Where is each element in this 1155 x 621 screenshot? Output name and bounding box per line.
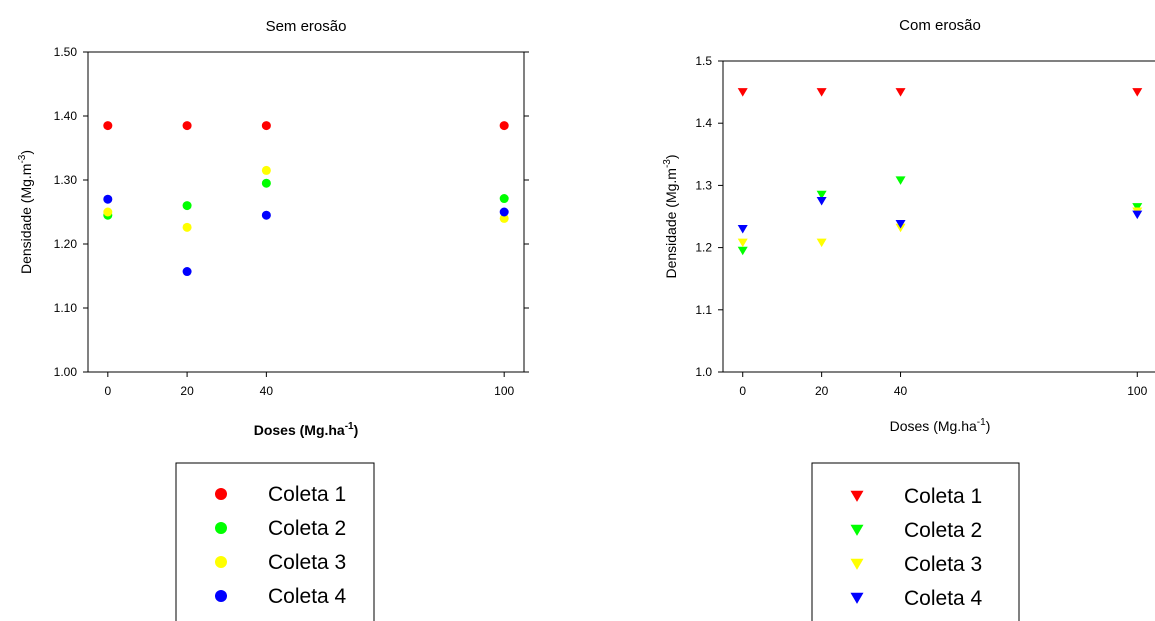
data-point [103,194,113,204]
series-4 [103,194,509,277]
legend-label: Coleta 4 [904,587,983,610]
legend: Coleta 1 Coleta 2 Coleta 3 Coleta 4 [175,462,375,621]
data-point [103,121,113,131]
data-point [499,213,509,223]
x-tick-label: 40 [260,384,274,398]
data-point [261,178,271,188]
y-tick-label: 1.50 [54,45,78,59]
plot-frame [722,60,1155,373]
y-axis-label: Densidade (Mg.m-3) [662,154,679,278]
y-tick-label: 1.5 [695,54,712,68]
legend-marker [215,590,227,602]
legend-marker [850,592,864,604]
series-3 [103,165,509,232]
data-point [1132,203,1143,212]
x-axis-label: Doses (Mg.ha-1) [254,421,359,438]
y-tick-label: 1.40 [54,109,78,123]
data-point [261,165,271,175]
data-point [261,121,271,131]
data-point [182,121,192,131]
legend-label: Coleta 4 [268,585,347,608]
chart-2: Com erosão 1.0 1.1 1.2 1.3 1.4 1.5 0 20 40 100 Dose… [662,17,1155,621]
legend-marker [215,522,227,534]
data-point [895,176,906,185]
y-tick-label: 1.1 [695,303,712,317]
x-tick-label: 20 [815,384,829,398]
legend-marker [215,556,227,568]
data-point [1132,210,1143,220]
legend: Coleta 1 Coleta 2 Coleta 3 Coleta 4 [811,462,1020,621]
legend-label: Coleta 3 [268,551,346,574]
legend-box [175,462,375,621]
data-point [261,210,271,220]
plot-frame [87,51,525,373]
chart-title: Com erosão [899,17,981,34]
y-tick-label: 1.10 [54,301,78,315]
data-point [499,194,509,204]
legend-marker [850,558,864,570]
y-axis-label: Densidade (Mg.m-3) [17,150,34,274]
x-tick-label: 100 [1127,384,1147,398]
data-point [816,196,827,206]
legend-marker [215,488,227,500]
data-point [499,121,509,131]
series-1 [103,121,509,131]
chart-title: Sem erosão [266,18,347,35]
data-point [737,246,748,256]
data-point [1132,88,1143,97]
series-2 [103,178,509,220]
x-tick-label: 40 [894,384,908,398]
y-tick-label: 1.4 [695,116,712,130]
legend-label: Coleta 3 [904,553,982,576]
data-point [737,238,748,248]
data-point [816,88,827,97]
series-3 [737,207,1143,248]
series-4 [737,196,1143,234]
x-tick-label: 100 [494,384,514,398]
data-point [499,207,509,217]
series-2 [737,176,1143,256]
data-point [737,224,748,234]
data-point [103,207,113,217]
data-point [182,267,192,277]
y-tick-label: 1.00 [54,365,78,379]
x-tick-label: 20 [180,384,194,398]
x-tick-label: 0 [104,384,111,398]
legend-box [811,462,1020,621]
legend-marker [850,524,864,536]
legend-marker [850,490,864,502]
y-tick-label: 1.2 [695,241,712,255]
data-point [895,219,906,229]
data-point [895,88,906,97]
data-point [737,88,748,97]
legend-label: Coleta 1 [268,483,346,506]
y-tick-label: 1.0 [695,365,712,379]
y-tick-label: 1.30 [54,173,78,187]
data-point [816,190,827,200]
legend-label: Coleta 2 [904,519,982,542]
chart-1: Sem erosão 1.00 1.10 1.20 1.30 1.40 1.50 0 20 40 1… [17,18,529,621]
x-tick-label: 0 [739,384,746,398]
data-point [816,238,827,248]
data-point [182,222,192,232]
series-1 [737,88,1143,97]
x-axis-label: Doses (Mg.ha-1) [890,417,991,434]
y-tick-label: 1.20 [54,237,78,251]
legend-label: Coleta 2 [268,517,346,540]
legend-label: Coleta 1 [904,485,982,508]
y-tick-label: 1.3 [695,178,712,192]
data-point [182,201,192,211]
